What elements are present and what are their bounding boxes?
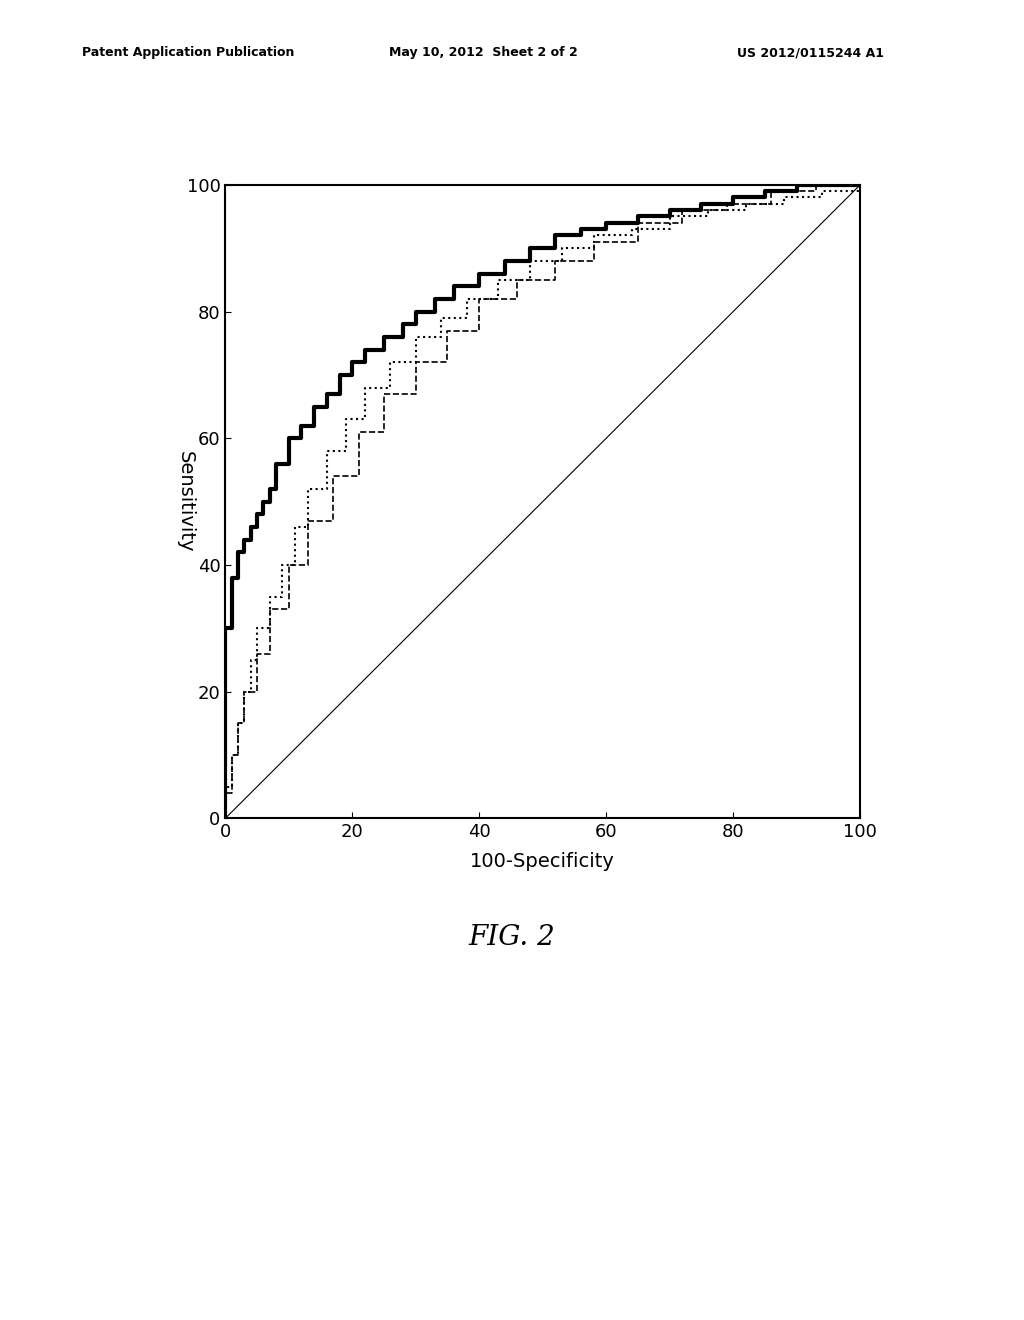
- Text: US 2012/0115244 A1: US 2012/0115244 A1: [737, 46, 885, 59]
- Text: Patent Application Publication: Patent Application Publication: [82, 46, 294, 59]
- Y-axis label: Sensitivity: Sensitivity: [175, 451, 195, 552]
- Text: FIG. 2: FIG. 2: [469, 924, 555, 950]
- Text: May 10, 2012  Sheet 2 of 2: May 10, 2012 Sheet 2 of 2: [389, 46, 578, 59]
- X-axis label: 100-Specificity: 100-Specificity: [470, 853, 615, 871]
